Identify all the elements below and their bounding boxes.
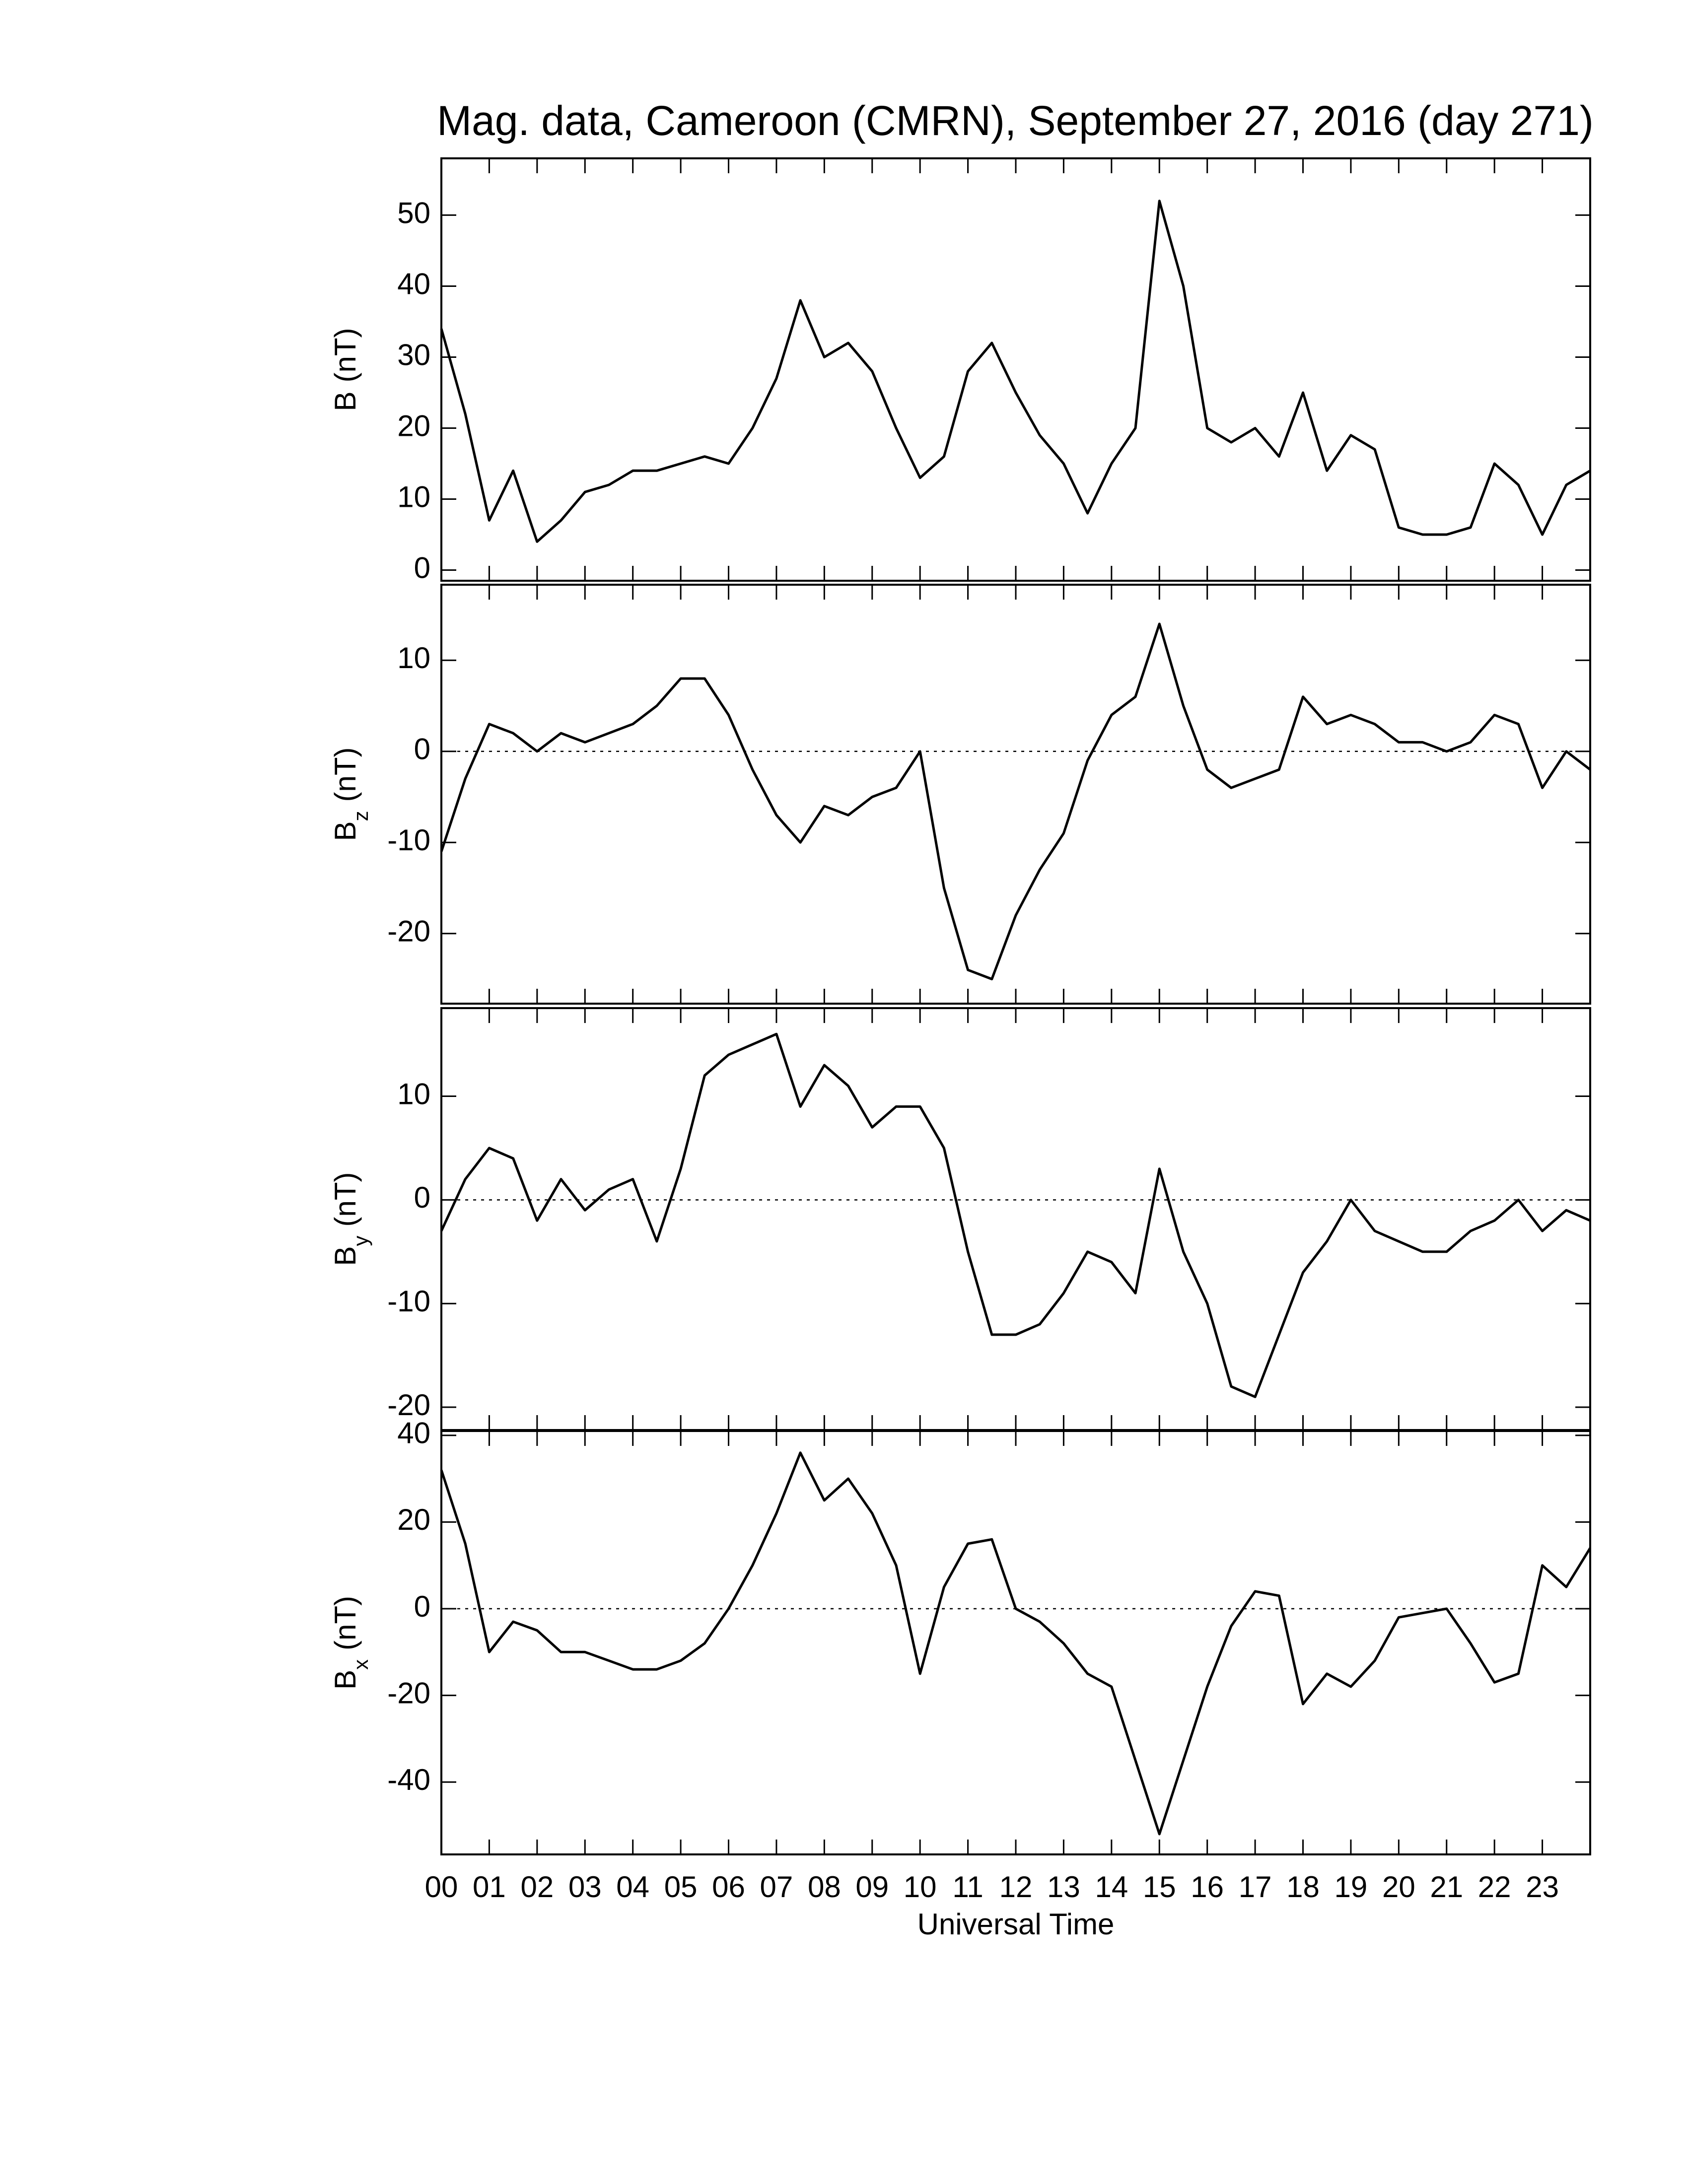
y-tick-label: 0 [414, 551, 430, 584]
plot-frame [440, 1007, 1591, 1431]
y-tick-label: 20 [397, 409, 430, 442]
y-tick-label: -40 [387, 1763, 430, 1796]
x-tick-label: 11 [952, 1870, 983, 1904]
y-label-unit: (nT) [329, 1596, 362, 1650]
y-label-base: B [329, 1246, 362, 1266]
y-axis-label: By (nT) [329, 1172, 372, 1266]
y-tick-label: -20 [387, 1676, 430, 1709]
y-axis-label: B (nT) [329, 328, 362, 411]
x-tick-label: 17 [1239, 1870, 1272, 1904]
y-tick-label: 10 [397, 641, 430, 675]
x-tick-label: 00 [425, 1870, 458, 1904]
x-tick-label: 14 [1095, 1870, 1128, 1904]
y-label-base: B [329, 391, 362, 411]
x-tick-label: 20 [1382, 1870, 1415, 1904]
y-axis-label: Bx (nT) [329, 1596, 372, 1690]
x-tick-label: 02 [520, 1870, 554, 1904]
y-tick-label: 0 [414, 1590, 430, 1623]
data-line [440, 1032, 1591, 1398]
data-line [440, 622, 1591, 980]
y-label-sub: z [349, 811, 372, 821]
x-tick-label: 09 [855, 1870, 889, 1904]
y-tick-label: 10 [397, 1077, 430, 1110]
y-label-base: B [329, 821, 362, 841]
x-tick-label: 19 [1335, 1870, 1368, 1904]
x-tick-label: 08 [808, 1870, 841, 1904]
y-tick-label: -20 [387, 1388, 430, 1422]
data-line [440, 1451, 1592, 1836]
x-tick-label: 15 [1143, 1870, 1176, 1904]
y-tick-label: -10 [387, 1285, 430, 1318]
x-tick-label: 16 [1191, 1870, 1224, 1904]
x-tick-label: 01 [473, 1870, 506, 1904]
x-tick-label: 03 [568, 1870, 602, 1904]
y-label-sub: x [349, 1659, 372, 1670]
y-label-sub: y [349, 1235, 372, 1246]
x-tick-label: 18 [1286, 1870, 1320, 1904]
y-tick-label: 50 [397, 196, 430, 229]
y-label-unit: (nT) [329, 747, 362, 802]
x-tick-label: 12 [999, 1870, 1033, 1904]
y-tick-label: 40 [397, 267, 430, 300]
x-tick-label: 13 [1047, 1870, 1080, 1904]
x-tick-label: 23 [1526, 1870, 1559, 1904]
y-axis-label: Bz (nT) [329, 747, 372, 841]
x-tick-label: 05 [664, 1870, 698, 1904]
plot-frame [440, 1430, 1591, 1855]
data-line [440, 200, 1591, 543]
y-label-base: B [329, 1670, 362, 1690]
y-tick-label: 20 [397, 1503, 430, 1536]
x-axis-label: Universal Time [917, 1908, 1115, 1941]
y-tick-label: -20 [387, 915, 430, 948]
x-tick-label: 22 [1478, 1870, 1511, 1904]
x-tick-label: 21 [1430, 1870, 1463, 1904]
plot-frame [440, 157, 1591, 582]
y-label-unit: (nT) [329, 1172, 362, 1227]
y-tick-label: 30 [397, 338, 430, 371]
plot-frame [440, 584, 1591, 1005]
chart-title: Mag. data, Cameroon (CMRN), September 27… [437, 97, 1594, 144]
x-tick-label: 06 [712, 1870, 745, 1904]
x-tick-label: 07 [760, 1870, 793, 1904]
x-tick-label: 10 [904, 1870, 937, 1904]
y-tick-label: -10 [387, 823, 430, 857]
y-label-unit: (nT) [329, 328, 362, 382]
y-tick-label: 0 [414, 1181, 430, 1214]
y-tick-label: 0 [414, 733, 430, 766]
x-tick-label: 04 [616, 1870, 649, 1904]
y-tick-label: 10 [397, 480, 430, 513]
y-tick-label: 40 [397, 1417, 430, 1450]
